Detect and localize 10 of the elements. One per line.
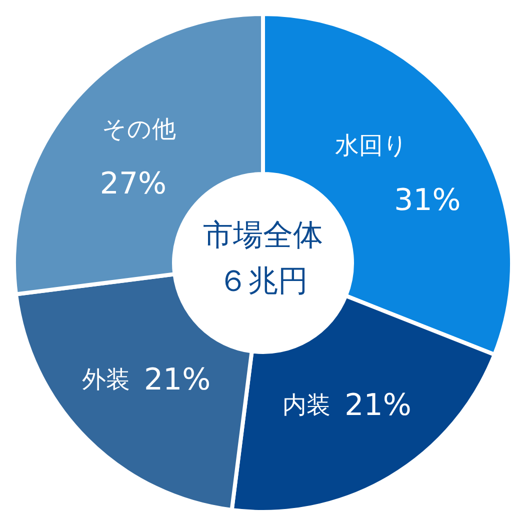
- text: ６兆円: [217, 263, 309, 301]
- slice-label: 外装: [82, 366, 130, 394]
- slice-label: 内装: [282, 391, 331, 420]
- data-label: 27%: [100, 166, 167, 202]
- data-label: 21%: [144, 362, 211, 398]
- text: 市場全体: [202, 217, 324, 255]
- data-label: 21%: [344, 388, 412, 423]
- slice-label: 水回り: [334, 131, 408, 160]
- slice-label: その他: [102, 114, 176, 143]
- data-label: 31%: [394, 182, 461, 218]
